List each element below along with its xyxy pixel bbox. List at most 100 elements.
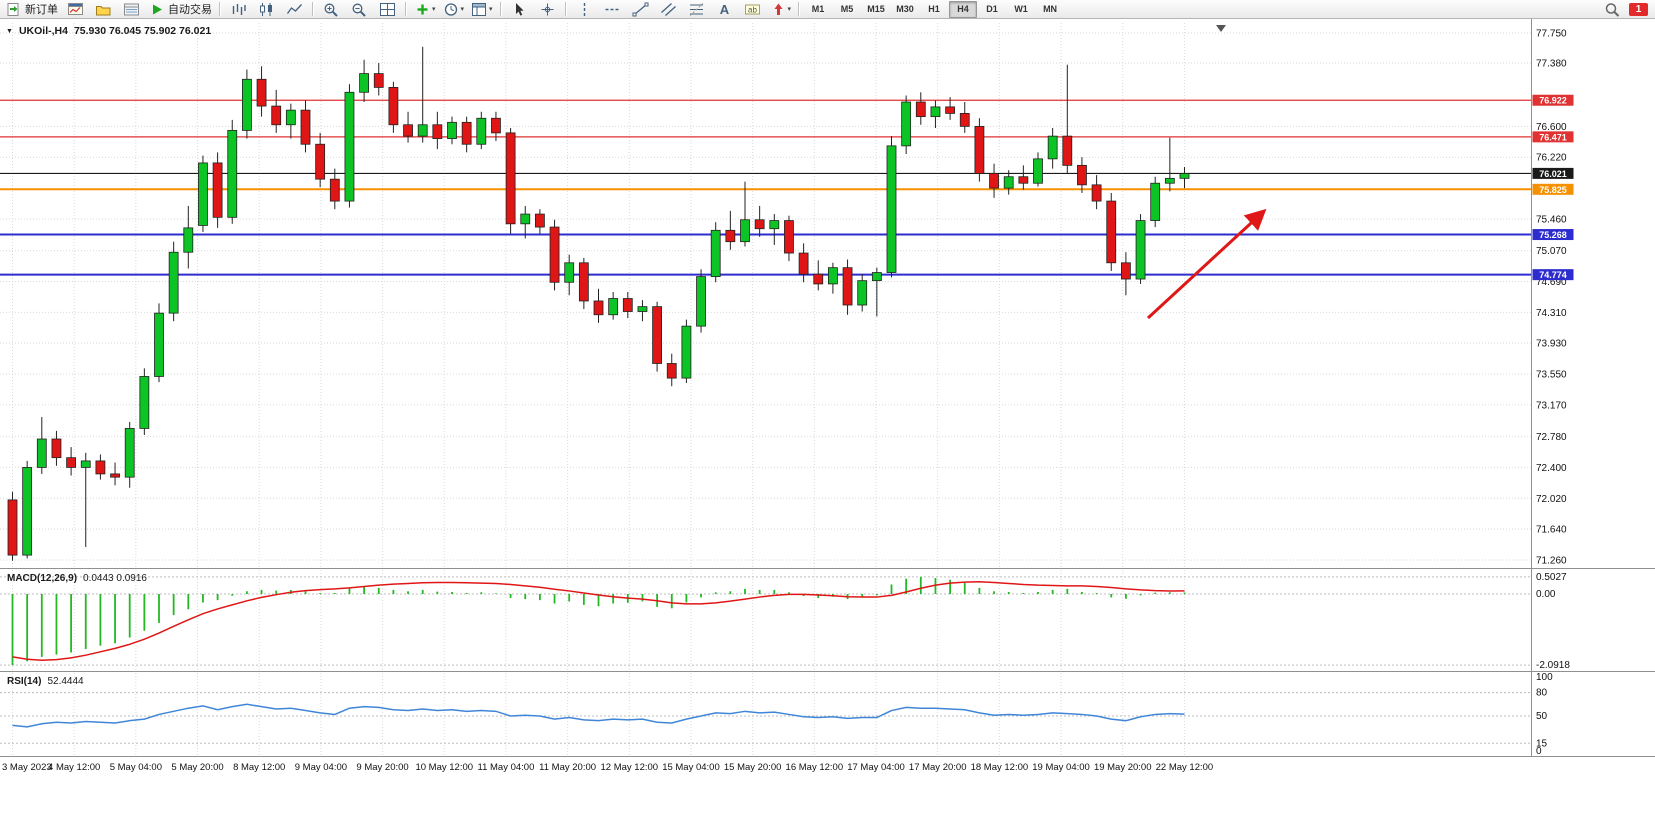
rsi-axis-label: 50 [1536,711,1548,722]
charts-toggle-button[interactable] [62,0,89,19]
toolbar-right-group: 1 [1599,0,1652,19]
dropdown-arrow-icon: ▾ [787,6,792,13]
timeframe-h1-button[interactable]: H1 [928,4,940,14]
zoom-in-icon [324,3,338,17]
bars-icon [232,3,246,15]
timeframe-m30-button[interactable]: M30 [896,4,914,14]
price-axis-label: 77.380 [1536,59,1567,70]
timeframe-mn-button[interactable]: MN [1043,4,1058,14]
chart-ohlc-values: 75.930 76.045 75.902 76.021 [73,25,212,37]
chart-canvas[interactable]: 77.750 77.380 76.600 76.220 75.460 75.070 74.6… [0,19,1655,825]
time-axis-label: 9 May 04:00 [295,762,347,773]
fibonacci-retracement-button[interactable] [683,0,710,19]
zoom-in-button[interactable] [318,0,345,19]
trend-annotation-arrow[interactable] [1146,208,1267,320]
rsi-axis-label: 15 [1536,738,1548,749]
time-axis-label: 4 May 12:00 [48,762,100,773]
price-axis-label: 74.310 [1536,308,1567,319]
price-axis-label: 71.260 [1536,555,1567,566]
timeframe-d1-button[interactable]: D1 [986,4,998,14]
auto-trading-button[interactable]: 自动交易 [146,0,215,19]
price-axis-label: 71.640 [1536,525,1567,536]
price-axis-label: 76.220 [1536,153,1567,164]
chart-symbol-period: UKOil-,H4 [18,25,68,37]
toolbar-separator [564,2,567,16]
indicators-icon [417,4,428,14]
rsi-panel [0,692,1532,744]
search-button[interactable] [1599,0,1626,19]
time-axis-label: 9 May 20:00 [356,762,408,773]
text-label-button[interactable]: ab [739,0,766,19]
timeframe-w1-button[interactable]: W1 [1014,4,1028,14]
timeframe-m1-button[interactable]: M1 [811,4,825,14]
price-badge-74.774 [1532,269,1574,281]
cursor-icon [515,2,524,16]
equidistant-channel-button[interactable] [655,0,682,19]
time-axis-label: 19 May 20:00 [1094,762,1152,773]
macd-axis-label: -2.0918 [1536,660,1570,671]
hline-icon [605,8,620,10]
price-axis-label: 75.070 [1536,246,1567,257]
macd-signal-line [12,581,1185,662]
text-button[interactable]: A [711,0,738,19]
price-badge-75.268 [1532,229,1574,241]
time-axis-label: 16 May 12:00 [786,762,844,773]
price-axis-label: 76.600 [1536,122,1567,133]
price-axis-label: 72.780 [1536,432,1567,443]
zoom-out-button[interactable] [346,0,373,19]
time-axis-label: 22 May 12:00 [1156,762,1214,773]
horizontal-line-button[interactable] [599,0,626,19]
annotations-layer[interactable] [1146,25,1267,320]
time-axis-label: 3 May 2023 [2,762,52,773]
rsi-indicator-label: RSI(14) 52.4444 [7,676,84,687]
price-axis-label: 73.550 [1536,370,1567,381]
text-label-icon: ab [744,4,760,14]
cursor-button[interactable] [506,0,533,19]
one-click-trading-arrow-icon[interactable]: ▼ [6,27,13,35]
templates-button[interactable]: ▾ [468,0,496,19]
trend-icon [632,2,649,16]
bar-chart-mode-button[interactable] [225,0,252,19]
candles-icon [260,2,272,16]
price-axis-label: 72.020 [1536,494,1567,505]
chart-window-icon [68,2,83,15]
macd-name: MACD(12,26,9) [7,573,78,584]
timeframe-m5-button[interactable]: M5 [840,4,854,14]
timeframe-h4-button[interactable]: H4 [949,0,978,18]
crosshair-button[interactable] [534,0,561,19]
vertical-line-button[interactable] [571,0,598,19]
notification-badge[interactable]: 1 [1629,2,1648,16]
arrows-button[interactable]: ▾ [767,0,795,19]
chart-shift-marker[interactable] [1216,25,1226,32]
timeframe-m15-button[interactable]: M15 [867,4,885,14]
new-order-button[interactable]: 新订单 [3,0,61,19]
time-axis-label: 5 May 04:00 [110,762,162,773]
periods-button[interactable]: ▾ [440,0,468,19]
price-axis-label: 72.400 [1536,463,1567,474]
clock-icon [444,2,457,16]
terminal-button[interactable] [118,0,145,19]
price-badge-text: 76.922 [1539,96,1567,106]
candlestick-mode-button[interactable] [253,0,280,19]
crosshair-icon [541,3,554,15]
profiles-button[interactable] [90,0,117,19]
trend-line-button[interactable] [627,0,654,19]
auto-trading-label: 自动交易 [168,4,212,16]
indicators-button[interactable]: ▾ [411,0,439,19]
price-axis-label: 74.690 [1536,277,1567,288]
chart-window[interactable]: 77.750 77.380 76.600 76.220 75.460 75.070 74.6… [0,19,1655,825]
price-axis-label: 73.170 [1536,400,1567,411]
rsi-value: 52.4444 [47,676,84,687]
tile-windows-button[interactable] [374,0,401,19]
rsi-line [12,703,1185,728]
line-chart-mode-button[interactable] [281,0,308,19]
price-axis[interactable]: 77.750 77.380 76.600 76.220 75.460 75.070 74.6… [1532,29,1574,758]
price-axis-label: 75.460 [1536,214,1567,225]
price-badge-75.825 [1532,183,1574,195]
price-badge-text: 74.774 [1539,270,1567,280]
time-axis-label: 12 May 12:00 [601,762,659,773]
dropdown-arrow-icon: ▾ [460,6,465,13]
svg-text:A: A [719,2,729,17]
